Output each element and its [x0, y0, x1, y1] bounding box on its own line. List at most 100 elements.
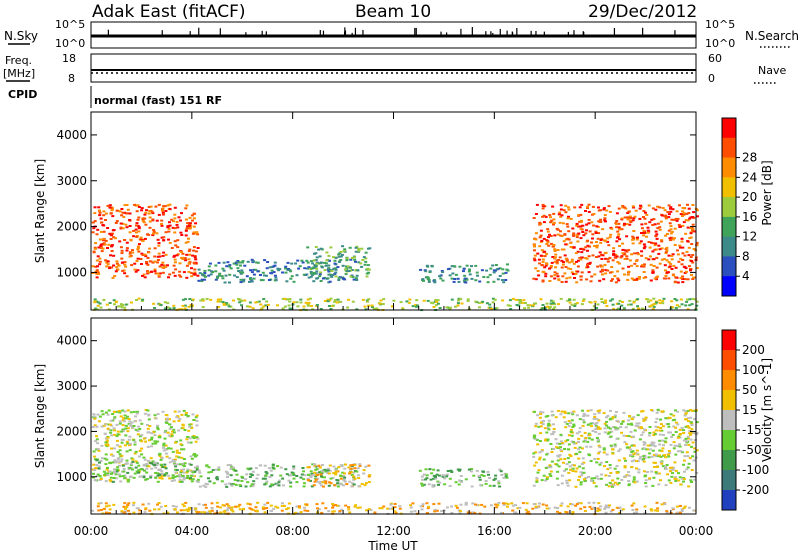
echo-cell: [120, 510, 124, 513]
echo-cell: [541, 215, 545, 218]
echo-cell: [256, 261, 260, 264]
echo-cell: [690, 243, 694, 245]
echo-cell: [154, 466, 158, 469]
echo-cell: [501, 268, 505, 271]
echo-cell: [686, 466, 690, 469]
echo-cell: [106, 227, 110, 229]
echo-cell: [225, 485, 229, 488]
echo-cell: [618, 245, 621, 247]
echo-cell: [471, 511, 475, 514]
echo-cell: [595, 246, 599, 249]
echo-cell: [191, 298, 195, 301]
echo-cell: [358, 463, 362, 466]
echo-cell: [393, 510, 397, 513]
echo-cell: [312, 484, 316, 487]
echo-cell: [532, 257, 536, 260]
echo-cell: [242, 280, 245, 283]
echo-cell: [657, 454, 661, 457]
echo-cell: [306, 246, 310, 249]
echo-cell: [567, 434, 571, 437]
echo-cell: [286, 261, 290, 264]
echo-cell: [420, 475, 424, 478]
echo-cell: [185, 471, 189, 474]
echo-cell: [182, 468, 185, 471]
echo-cell: [191, 435, 195, 438]
echo-cell: [554, 253, 558, 256]
echo-cell: [534, 278, 538, 281]
echo-cell: [289, 270, 293, 273]
echo-cell: [173, 463, 177, 466]
echo-cell: [126, 409, 130, 412]
echo-cell: [357, 477, 361, 479]
echo-cell: [651, 224, 655, 226]
echo-cell: [543, 250, 547, 253]
echo-cell: [144, 255, 148, 258]
echo-cell: [170, 479, 174, 482]
echo-cell: [594, 241, 598, 243]
echo-cell: [590, 507, 594, 510]
echo-cell: [571, 227, 575, 230]
echo-cell: [690, 260, 694, 262]
echo-cell: [614, 222, 618, 225]
echo-cell: [468, 268, 471, 271]
echo-cell: [559, 413, 563, 416]
echo-cell: [194, 250, 198, 253]
echo-cell: [474, 503, 477, 506]
echo-cell: [193, 466, 197, 469]
echo-cell: [95, 464, 99, 467]
echo-cell: [568, 479, 572, 482]
echo-cell: [579, 258, 583, 261]
echo-cell: [183, 429, 187, 431]
echo-cell: [566, 225, 570, 228]
echo-cell: [424, 478, 427, 481]
echo-cell: [642, 458, 646, 461]
echo-cell: [187, 262, 191, 265]
echo-cell: [494, 264, 498, 266]
echo-cell: [357, 261, 361, 264]
echo-cell: [542, 458, 546, 461]
echo-cell: [658, 248, 662, 251]
echo-cell: [683, 254, 687, 257]
echo-cell: [98, 257, 102, 260]
echo-cell: [100, 508, 103, 511]
echo-cell: [250, 280, 254, 283]
echo-cell: [110, 424, 114, 427]
echo-cell: [216, 276, 219, 279]
echo-cell: [588, 437, 591, 440]
colorbar-segment: [722, 137, 736, 159]
echo-cell: [141, 298, 145, 301]
echo-cell: [103, 432, 107, 435]
echo-cell: [647, 300, 650, 303]
colorbar-frame: [721, 329, 737, 511]
echo-cell: [555, 446, 559, 449]
echo-cell: [680, 263, 684, 266]
echo-cell: [328, 259, 331, 262]
echo-cell: [627, 435, 631, 438]
echo-cell: [333, 272, 337, 275]
echo-cell: [148, 210, 152, 213]
echo-cell: [670, 475, 674, 478]
echo-cell: [104, 472, 108, 475]
echo-cell: [458, 512, 462, 515]
echo-cell: [173, 410, 177, 413]
echo-cell: [656, 426, 660, 429]
echo-cell: [570, 434, 574, 437]
echo-cell: [488, 273, 492, 276]
echo-cell: [545, 302, 549, 305]
echo-cell: [221, 301, 225, 303]
echo-cell: [227, 305, 231, 308]
echo-cell: [104, 505, 108, 508]
echo-cell: [674, 477, 678, 480]
echo-cell: [631, 205, 635, 208]
echo-cell: [579, 237, 583, 240]
echo-cell: [588, 245, 591, 248]
echo-cell: [670, 300, 674, 303]
echo-cell: [638, 438, 642, 441]
freq-unit: [MHz]: [3, 67, 35, 80]
velocity-xticks: [90, 318, 697, 514]
echo-cell: [506, 505, 509, 508]
x-tick-label: 16:00: [477, 524, 512, 538]
echo-cell: [642, 234, 646, 237]
echo-cell: [569, 503, 573, 505]
